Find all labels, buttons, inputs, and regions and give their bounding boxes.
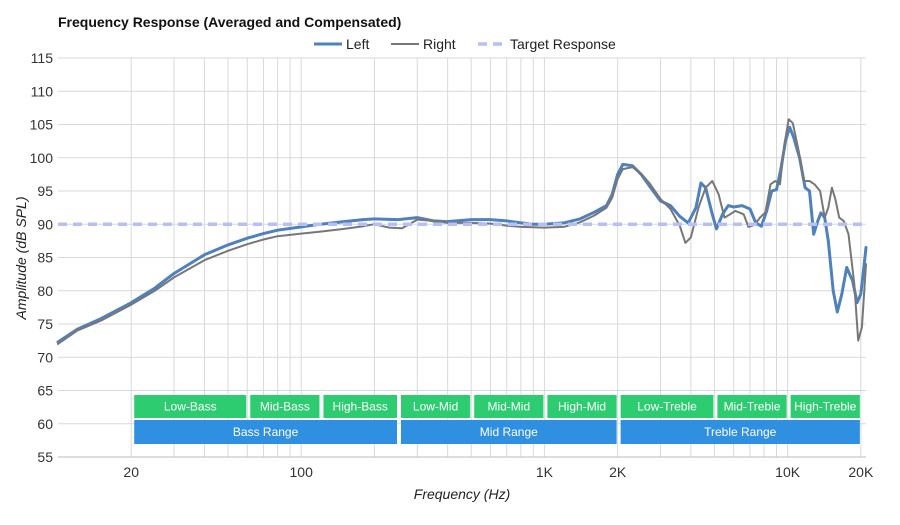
- legend: Left Right Target Response: [314, 36, 616, 52]
- y-tick-label: 60: [37, 416, 53, 432]
- legend-label: Target Response: [510, 36, 616, 52]
- band-label: Mid-Mid: [487, 400, 530, 414]
- band-rect: [400, 395, 471, 418]
- band-label: Low-Treble: [637, 400, 697, 414]
- band-rect: [134, 395, 247, 418]
- band-label: Low-Mid: [413, 400, 458, 414]
- band-rect: [250, 395, 320, 418]
- band-label: Low-Bass: [164, 400, 217, 414]
- band-label: Treble Range: [704, 425, 777, 439]
- band-label: Mid Range: [480, 425, 538, 439]
- band-rect: [400, 420, 617, 444]
- x-tick-label: 2K: [609, 464, 627, 480]
- y-tick-label: 90: [37, 216, 53, 232]
- y-tick-label: 80: [37, 283, 53, 299]
- legend-label: Left: [346, 36, 369, 52]
- chart-title: Frequency Response (Averaged and Compens…: [58, 14, 401, 30]
- band-label: High-Mid: [558, 400, 606, 414]
- series-line-left: [56, 125, 868, 344]
- series-line-right: [57, 118, 867, 345]
- band-rect: [474, 395, 544, 418]
- series-lines: [56, 118, 868, 345]
- y-axis-title: Amplitude (dB SPL): [13, 197, 29, 321]
- y-tick-label: 75: [37, 316, 53, 332]
- grid-lines: [58, 57, 866, 458]
- legend-label: Right: [423, 36, 456, 52]
- x-tick-label: 1K: [536, 464, 554, 480]
- y-tick-label: 85: [37, 250, 53, 266]
- y-tick-label: 65: [37, 383, 53, 399]
- x-tick-label: 10K: [775, 464, 801, 480]
- band-rect: [547, 395, 617, 418]
- y-tick-label: 115: [31, 50, 54, 66]
- y-tick-label: 105: [30, 117, 54, 133]
- band-rect: [717, 395, 787, 418]
- y-tick-label: 95: [37, 183, 53, 199]
- x-tick-label: 20: [123, 464, 139, 480]
- frequency-bands: Low-Bass Mid-Bass High-Bass Low-Mid Mid-Mid H…: [134, 395, 860, 444]
- y-tick-label: 110: [31, 83, 54, 99]
- band-label: Mid-Treble: [724, 400, 781, 414]
- band-label: Mid-Bass: [260, 400, 310, 414]
- y-tick-label: 70: [37, 349, 53, 365]
- x-axis-title: Frequency (Hz): [414, 486, 510, 502]
- band-rect: [134, 420, 397, 444]
- band-rect: [323, 395, 397, 418]
- band-rect: [790, 395, 860, 418]
- x-tick-label: 20K: [848, 464, 874, 480]
- band-rect: [620, 395, 714, 418]
- band-label: Bass Range: [233, 425, 299, 439]
- band-label: High-Treble: [794, 400, 857, 414]
- axis-ticks: 55 60 65 70 75 80 85 90 95 100 105 110 115 20 100 1K 2K 1…: [30, 50, 874, 480]
- y-tick-label: 55: [37, 449, 53, 465]
- band-label: High-Bass: [333, 400, 388, 414]
- band-rect: [620, 420, 860, 444]
- x-tick-label: 100: [290, 464, 314, 480]
- y-tick-label: 100: [30, 150, 54, 166]
